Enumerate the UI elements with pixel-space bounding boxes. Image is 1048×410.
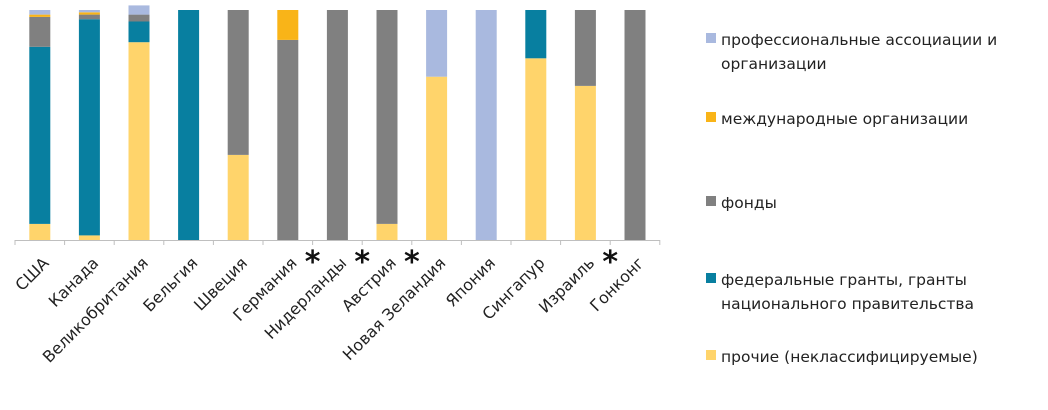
legend-label: федеральные гранты, гранты национального…	[721, 271, 975, 313]
bar-segment	[574, 85, 596, 241]
bar-segment	[475, 10, 497, 240]
bar-segment	[29, 14, 51, 17]
legend-item: профессиональные ассоциации и организаци…	[706, 28, 1036, 76]
legend-label: фонды	[721, 194, 777, 212]
asterisk-marker: *	[404, 245, 420, 280]
legend-swatch	[706, 33, 716, 43]
legend-item: федеральные гранты, гранты национального…	[706, 268, 1016, 316]
bar-segment	[525, 10, 547, 59]
bar-segment	[128, 5, 150, 15]
bar-segment	[376, 10, 398, 224]
x-tick-label: Бельгия	[139, 253, 201, 315]
bar-segment	[426, 76, 448, 240]
bar-segment	[78, 12, 100, 15]
bar-segment	[29, 16, 51, 47]
legend-item: прочие (неклассифицируемые)	[706, 345, 1036, 369]
legend-swatch	[706, 196, 716, 206]
bar-segment	[277, 39, 299, 241]
bar-segment	[29, 223, 51, 240]
bar-segment	[624, 10, 646, 240]
bar-segment	[326, 10, 348, 240]
bar-segment	[574, 10, 596, 86]
bar-segment	[78, 10, 100, 13]
bar-segment	[178, 10, 200, 240]
legend: профессиональные ассоциации и организаци…	[706, 0, 1048, 406]
asterisk-marker: *	[305, 245, 321, 280]
legend-item: международные организации	[706, 107, 1036, 131]
legend-label: международные организации	[721, 110, 969, 128]
asterisk-marker: *	[602, 245, 618, 280]
bar-segment	[277, 10, 299, 40]
legend-swatch	[706, 273, 716, 283]
bar-segment	[525, 58, 547, 240]
x-tick-label: США	[11, 253, 52, 294]
legend-swatch	[706, 350, 716, 360]
bar-segment	[227, 154, 249, 240]
bar-segment	[426, 10, 448, 77]
bar-segment	[128, 42, 150, 241]
legend-label: прочие (неклассифицируемые)	[721, 348, 978, 366]
bar-segment	[29, 10, 51, 15]
bar-segment	[128, 21, 150, 43]
asterisk-marker: *	[354, 245, 370, 280]
bar-segment	[227, 10, 249, 155]
bar-segment	[78, 19, 100, 236]
bar-segment	[128, 14, 150, 22]
bar-segment	[29, 46, 51, 224]
bar-segment	[376, 223, 398, 240]
legend-label: профессиональные ассоциации и организаци…	[721, 31, 998, 73]
legend-item: фонды	[706, 191, 1036, 215]
legend-swatch	[706, 112, 716, 122]
bar-segment	[78, 235, 100, 240]
bar-segment	[78, 14, 100, 20]
